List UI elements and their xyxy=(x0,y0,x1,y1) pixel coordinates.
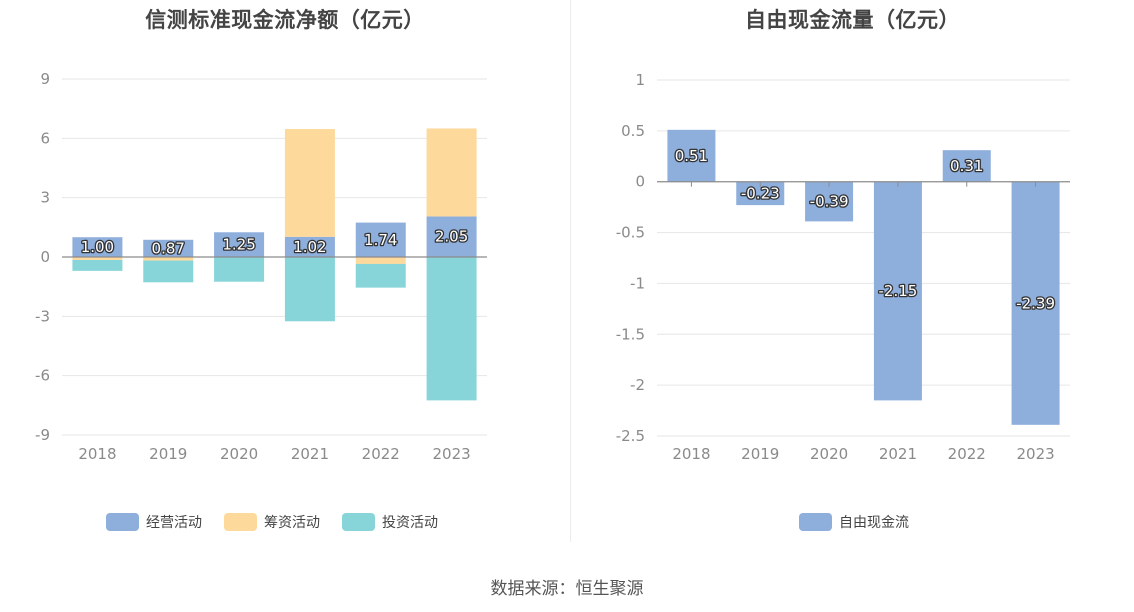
investing-bar xyxy=(284,257,335,322)
x-tick-label: 2021 xyxy=(879,445,917,463)
bar-value-label: 1.25 xyxy=(222,236,255,254)
operating-bar xyxy=(355,222,406,257)
y-tick-label: -0.5 xyxy=(616,224,645,242)
bar-value-label: 0.31 xyxy=(950,157,983,175)
x-tick-label: 2018 xyxy=(672,445,710,463)
legend-label: 经营活动 xyxy=(146,515,202,531)
investing-bar xyxy=(214,257,265,282)
legend-swatch xyxy=(224,513,257,531)
operating-bar xyxy=(214,232,265,257)
y-tick-label: -1 xyxy=(630,274,645,292)
y-tick-label: 3 xyxy=(40,189,50,207)
data-source-note: 数据来源：恒生聚源 xyxy=(490,579,644,599)
legend-swatch xyxy=(342,513,375,531)
x-tick-label: 2023 xyxy=(1016,445,1054,463)
investing-bar xyxy=(72,259,123,271)
free-cash-flow-bar xyxy=(667,129,716,182)
y-tick-label: -2.5 xyxy=(616,427,645,445)
y-tick-label: 0 xyxy=(40,248,50,266)
bar-value-label: 2.05 xyxy=(435,228,468,246)
operating-bar xyxy=(143,239,194,257)
right-chart-svg: 1 0.5 0 -0.5 -1 -1.5 -2 -2.5 0.51 -0.23 -0.39 -2.15… xyxy=(616,71,1070,531)
y-tick-label: 9 xyxy=(40,70,50,88)
y-tick-label: 0 xyxy=(635,173,645,191)
financing-bar xyxy=(143,257,194,261)
x-tick-label: 2020 xyxy=(220,445,258,463)
free-cash-flow-bar xyxy=(873,181,922,401)
bar-value-label: -2.39 xyxy=(1016,294,1055,312)
x-tick-label: 2023 xyxy=(432,445,470,463)
panel-divider xyxy=(570,0,571,542)
investing-bar xyxy=(426,257,477,401)
x-tick-label: 2018 xyxy=(78,445,116,463)
x-tick-label: 2021 xyxy=(291,445,329,463)
y-tick-label: 1 xyxy=(635,71,645,89)
x-tick-label: 2019 xyxy=(741,445,779,463)
investing-bar xyxy=(143,260,194,283)
legend-label: 投资活动 xyxy=(382,515,438,531)
y-tick-label: 6 xyxy=(40,129,50,147)
right-chart-panel: 自由现金流量（亿元） 1 0.5 0 -0.5 -1 -1.5 -2 -2.5 0.51 -0.2… xyxy=(571,0,1134,545)
free-cash-flow-bar xyxy=(1011,181,1060,425)
bar-value-label: 1.02 xyxy=(293,238,326,256)
financing-bar xyxy=(426,128,477,217)
legend-swatch xyxy=(106,513,139,531)
investing-bar xyxy=(355,263,406,288)
bar-value-label: 1.00 xyxy=(81,238,114,256)
x-tick-label: 2019 xyxy=(149,445,187,463)
bar-value-label: -0.23 xyxy=(741,184,780,202)
bar-value-label: -2.15 xyxy=(879,282,918,300)
bar-value-label: 0.51 xyxy=(675,147,708,165)
operating-bar xyxy=(72,237,123,257)
right-chart-title: 自由现金流量（亿元） xyxy=(745,8,960,32)
free-cash-flow-bar xyxy=(805,181,854,222)
financing-bar xyxy=(72,257,123,260)
bar-value-label: 0.87 xyxy=(152,239,185,257)
left-chart-panel: 信测标准现金流净额（亿元） 9 6 3 0 -3 -6 -9 1.00 0.87 1.25 1.02… xyxy=(0,0,570,545)
financing-bar xyxy=(355,257,406,264)
legend-swatch xyxy=(799,513,832,531)
operating-bar xyxy=(284,236,335,257)
legend-label: 自由现金流 xyxy=(839,515,909,531)
y-tick-label: -3 xyxy=(35,307,50,325)
operating-bar xyxy=(426,216,477,257)
free-cash-flow-bar xyxy=(942,150,991,182)
left-chart-svg: 9 6 3 0 -3 -6 -9 1.00 0.87 1.25 1.02 1.74 2.05 2018 20… xyxy=(35,70,487,531)
y-tick-label: -6 xyxy=(35,367,50,385)
legend-label: 筹资活动 xyxy=(264,514,320,531)
left-chart-title: 信测标准现金流净额（亿元） xyxy=(145,8,425,32)
x-tick-label: 2020 xyxy=(810,445,848,463)
y-tick-label: -1.5 xyxy=(616,325,645,343)
y-tick-label: 0.5 xyxy=(621,122,645,140)
x-tick-label: 2022 xyxy=(948,445,986,463)
y-tick-label: -9 xyxy=(35,426,50,444)
y-tick-label: -2 xyxy=(630,376,645,394)
bar-value-label: -0.39 xyxy=(810,193,849,211)
financing-bar xyxy=(284,129,335,237)
bar-value-label: 1.74 xyxy=(364,231,397,249)
free-cash-flow-bar xyxy=(736,181,785,206)
x-tick-label: 2022 xyxy=(362,445,400,463)
